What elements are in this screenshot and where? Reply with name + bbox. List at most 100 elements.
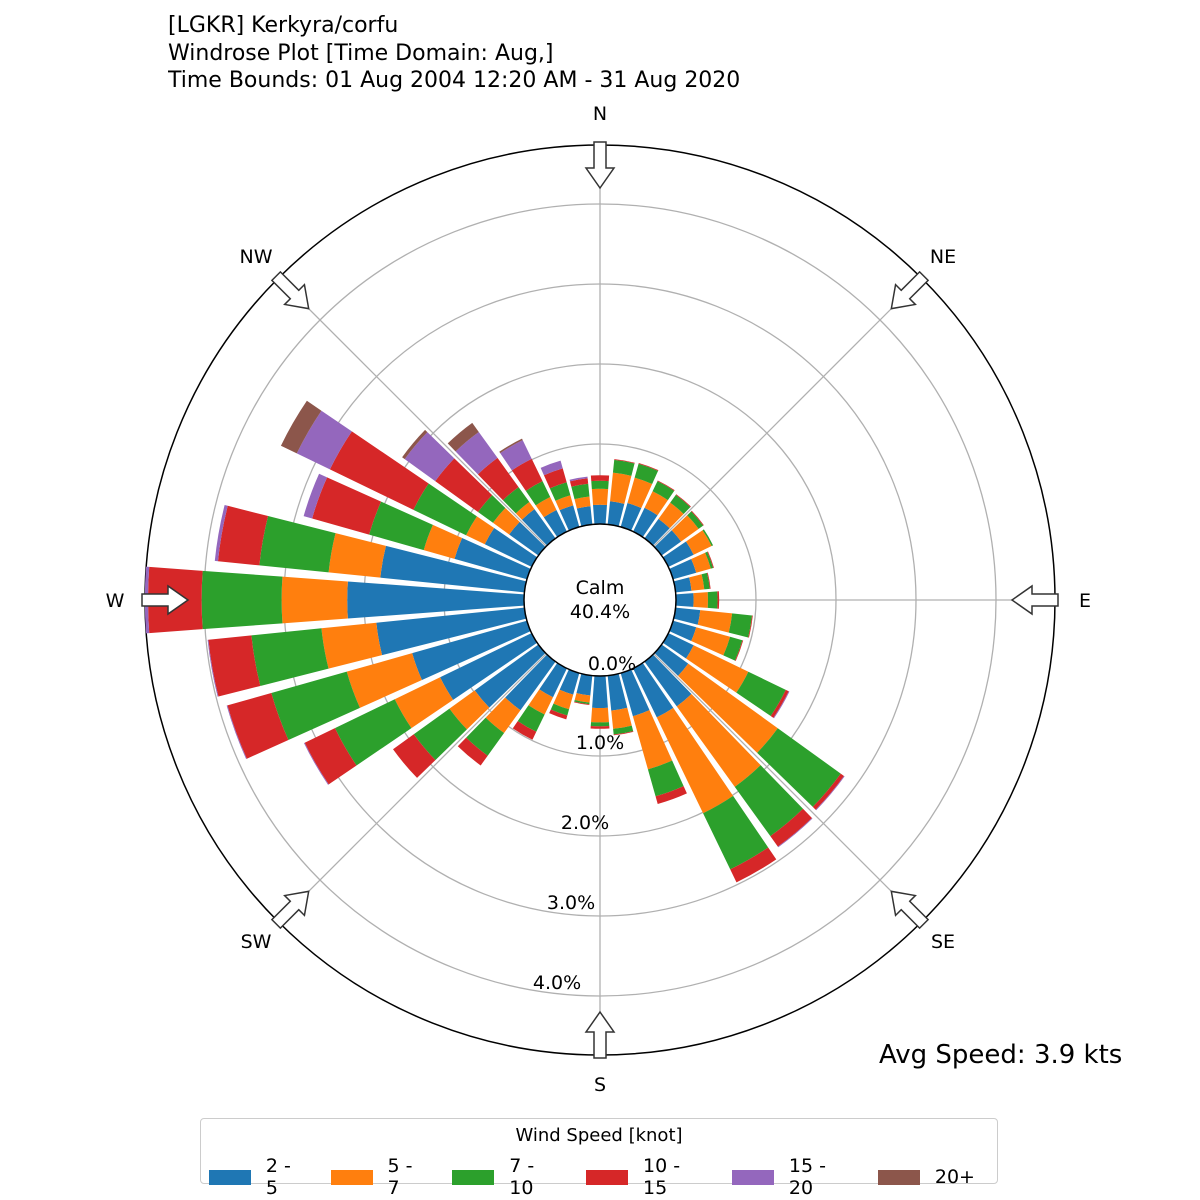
direction-bar-210: [512, 662, 567, 740]
bar-segment-300-bin5: [280, 400, 322, 454]
bar-segment-100-bin3: [748, 615, 753, 638]
bar-segment-320-bin1: [515, 502, 535, 520]
bar-segment-320-bin2: [502, 487, 530, 514]
grid-spoke: [653, 653, 923, 923]
bar-segment-10-bin1: [610, 472, 632, 504]
bar-segment-190-bin3: [574, 701, 590, 706]
compass-arrow-icon-sw: [270, 890, 310, 930]
bar-segment-50-bin3: [691, 510, 704, 526]
bar-segment-200-bin1: [553, 689, 574, 710]
bar-segment-10-bin2: [612, 459, 635, 476]
bar-segment-120-bin4: [773, 691, 790, 719]
radial-tick-label: 1.0%: [576, 732, 624, 754]
bar-segment-60-bin0: [662, 541, 694, 567]
legend-item: 10 - 15: [586, 1155, 710, 1199]
bar-segment-130-bin3: [812, 773, 844, 810]
legend-swatch: [732, 1169, 774, 1185]
calm-value: 40.4%: [570, 601, 630, 623]
bar-segment-280-bin2: [259, 516, 336, 573]
direction-bar-340: [540, 460, 580, 531]
bar-segment-40-bin3: [675, 494, 691, 508]
bar-segment-240-bin3: [304, 728, 357, 785]
bar-segment-80-bin2: [701, 572, 710, 590]
bar-segment-120-bin1: [686, 645, 749, 693]
bar-segment-230-bin0: [474, 644, 546, 708]
bar-segment-20-bin3: [638, 462, 659, 471]
bar-segment-30-bin2: [652, 481, 675, 501]
direction-bar-50: [654, 510, 704, 556]
bar-segment-180-bin3: [590, 726, 610, 729]
bar-segment-70-bin2: [705, 551, 714, 569]
bar-segment-140-bin0: [644, 654, 692, 707]
bar-segment-130-bin0: [654, 644, 689, 676]
bar-segment-260-bin0: [376, 607, 527, 656]
direction-bar-90: [675, 591, 720, 609]
compass-arrow-icon-e: [1010, 584, 1059, 616]
legend-item: 2 - 5: [209, 1155, 309, 1199]
bar-segment-330-bin0: [543, 509, 567, 538]
bar-segment-140-bin3: [770, 808, 812, 847]
bar-segment-110-bin2: [723, 636, 743, 661]
bar-segment-0-bin1: [591, 488, 609, 506]
bar-segment-60-bin2: [702, 529, 714, 547]
direction-bar-280: [214, 505, 527, 593]
bar-segment-30-bin1: [644, 491, 668, 516]
direction-bar-230: [393, 644, 546, 778]
bar-segment-280-bin1: [328, 533, 386, 578]
calm-circle: [523, 523, 677, 677]
bar-segment-230-bin3: [393, 734, 436, 778]
bar-segment-0-bin0: [593, 504, 607, 525]
bar-segment-350-bin4: [569, 476, 588, 482]
legend-swatch: [452, 1169, 495, 1185]
bar-segment-340-bin3: [543, 468, 567, 489]
bar-segment-310-bin2: [478, 495, 506, 523]
bar-segment-180-bin0: [592, 675, 608, 708]
direction-bar-320: [447, 422, 556, 546]
bar-segment-190-bin1: [574, 693, 591, 703]
direction-bar-170: [607, 673, 634, 736]
bar-segment-170-bin3: [613, 731, 634, 736]
compass-label-ne: NE: [930, 246, 956, 268]
direction-bar-240: [303, 633, 538, 785]
direction-bar-290: [303, 473, 531, 580]
bar-segment-200-bin2: [550, 703, 570, 716]
bar-segment-150-bin3: [730, 847, 777, 883]
bar-segment-320-bin3: [477, 457, 519, 501]
bar-segment-170-bin1: [611, 707, 632, 729]
compass-label-se: SE: [931, 931, 955, 953]
title-time-bounds: Time Bounds: 01 Aug 2004 12:20 AM - 31 A…: [168, 68, 741, 93]
bar-segment-160-bin2: [647, 760, 684, 797]
legend-label: 5 - 7: [387, 1155, 413, 1199]
legend-swatch: [586, 1169, 629, 1185]
bar-segment-120-bin0: [662, 633, 694, 659]
bar-segment-270-bin2: [201, 570, 283, 630]
legend-label: 2 - 5: [265, 1155, 291, 1199]
compass-label-s: S: [594, 1074, 606, 1096]
bar-segment-90-bin2: [707, 591, 718, 609]
bar-segment-10-bin3: [614, 459, 635, 464]
legend-label: 7 - 10: [509, 1155, 535, 1199]
bar-segment-0-bin2: [591, 480, 609, 490]
legend-item: 5 - 7: [330, 1155, 431, 1199]
bar-segment-340-bin4: [540, 460, 563, 476]
bar-segment-290-bin2: [369, 501, 433, 551]
title-plot: Windrose Plot [Time Domain: Aug,]: [168, 40, 554, 66]
direction-bar-180: [590, 675, 610, 729]
bar-segment-70-bin3: [707, 551, 714, 568]
legend-label: 15 - 20: [788, 1155, 826, 1199]
grid-spoke: [277, 653, 547, 923]
bar-segment-320-bin5: [447, 422, 479, 452]
bar-segment-70-bin0: [669, 559, 697, 580]
compass-arrow-icon-ne: [890, 270, 930, 310]
bar-segment-220-bin1: [485, 697, 521, 734]
bar-segment-0-bin3: [590, 475, 610, 482]
bar-segment-310-bin5: [402, 429, 428, 460]
bar-segment-220-bin0: [505, 654, 556, 711]
bar-segment-290-bin4: [303, 473, 328, 519]
bar-segment-30-bin0: [633, 507, 658, 538]
direction-bar-100: [673, 607, 753, 638]
bar-segment-210-bin0: [539, 662, 567, 698]
bar-segment-340-bin0: [559, 505, 580, 531]
direction-bar-160: [620, 669, 687, 804]
bar-segment-160-bin3: [655, 786, 687, 804]
